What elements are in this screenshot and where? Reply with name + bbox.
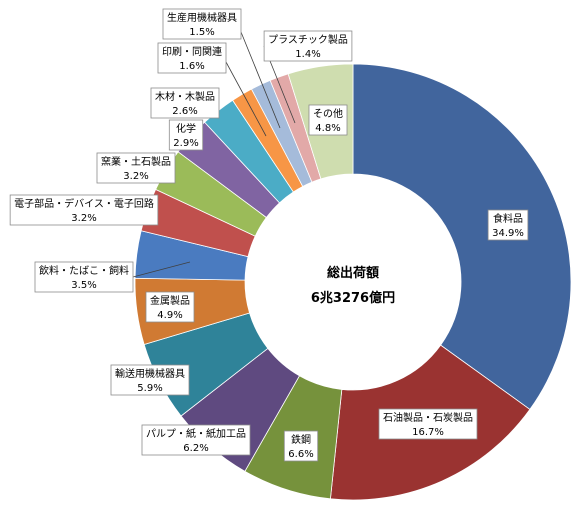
slice-label-box (34, 261, 134, 293)
slice-label-name: 印刷・同関連 (162, 45, 222, 58)
slice-label-2: 鉄鋼 6.6% (283, 430, 319, 462)
slice-label-value: 4.8% (315, 123, 340, 134)
slice-label-value: 3.5% (71, 280, 96, 291)
leader-line-11 (225, 61, 267, 137)
slice-label-name: 飲料・たばこ・飼料 (39, 264, 129, 277)
slice-label-box (162, 8, 242, 40)
donut-slice-0 (352, 63, 572, 410)
slice-label-box (145, 291, 195, 323)
slice-label-value: 6.2% (183, 443, 208, 454)
slice-label-box (150, 87, 220, 119)
slice-label-13: プラスチック製品 1.4% (263, 30, 353, 62)
slice-label-value: 4.9% (157, 310, 182, 321)
slice-label-name: 木材・木製品 (155, 90, 215, 103)
slice-label-name: 電子部品・デバイス・電子回路 (14, 197, 154, 210)
leader-lines (132, 31, 296, 278)
slice-label-11: 印刷・同関連 1.6% (157, 42, 227, 74)
slice-label-name: 金属製品 (150, 294, 190, 307)
slice-label-box (141, 424, 251, 456)
slice-label-box (308, 104, 348, 136)
slice-label-name: 化学 (176, 122, 196, 135)
slice-label-0: 食料品 34.9% (487, 209, 529, 241)
slice-label-10: 木材・木製品 2.6% (150, 87, 220, 119)
slice-label-value: 5.9% (137, 383, 162, 394)
slice-label-name: 輸送用機械器具 (115, 367, 185, 380)
leader-line-12 (240, 31, 281, 129)
slice-label-6: 飲料・たばこ・飼料 3.5% (34, 261, 134, 293)
slice-label-name: その他 (313, 107, 343, 120)
slice-label-value: 16.7% (412, 427, 444, 438)
slice-label-name: 鉄鋼 (291, 433, 311, 446)
center-title: 総出荷額 (327, 265, 379, 281)
slice-labels: 食料品 34.9% 石油製品・石炭製品 16.7% 鉄鋼 6.6% パルプ・紙・紙加工品 6.… (9, 8, 529, 462)
slice-label-name: 生産用機械器具 (167, 11, 237, 24)
leader-line-6 (132, 261, 191, 278)
slice-label-box (283, 430, 319, 462)
slice-label-value: 3.2% (71, 213, 96, 224)
slice-label-3: パルプ・紙・紙加工品 6.2% (141, 424, 251, 456)
slice-label-box (263, 30, 353, 62)
slice-label-value: 2.9% (173, 138, 198, 149)
slice-label-12: 生産用機械器具 1.5% (162, 8, 242, 40)
slice-label-value: 1.6% (179, 61, 204, 72)
slice-label-9: 化学 2.9% (168, 119, 204, 151)
slice-label-box (9, 194, 159, 226)
slice-label-value: 1.5% (189, 27, 214, 38)
slice-label-box (110, 364, 190, 396)
slice-label-name: パルプ・紙・紙加工品 (146, 427, 246, 440)
center-total: 6兆3276億円 (311, 290, 395, 306)
slice-label-box (378, 408, 478, 440)
slice-label-14: その他 4.8% (308, 104, 348, 136)
slice-label-8: 窯業・土石製品 3.2% (96, 152, 176, 184)
slice-label-name: プラスチック製品 (268, 33, 348, 46)
slice-label-box (157, 42, 227, 74)
slice-label-5: 金属製品 4.9% (145, 291, 195, 323)
slice-label-7: 電子部品・デバイス・電子回路 3.2% (9, 194, 159, 226)
slice-label-box (96, 152, 176, 184)
slice-label-box (487, 209, 529, 241)
slice-label-box (168, 119, 204, 151)
slice-label-value: 1.4% (295, 49, 320, 60)
slice-label-value: 2.6% (172, 106, 197, 117)
slice-label-1: 石油製品・石炭製品 16.7% (378, 408, 478, 440)
slice-label-value: 3.2% (123, 171, 148, 182)
slice-label-4: 輸送用機械器具 5.9% (110, 364, 190, 396)
slice-label-value: 6.6% (288, 449, 313, 460)
slice-label-name: 窯業・土石製品 (101, 155, 171, 168)
slice-label-name: 石油製品・石炭製品 (383, 411, 473, 424)
slice-label-value: 34.9% (492, 228, 524, 239)
slice-label-name: 食料品 (493, 212, 523, 225)
